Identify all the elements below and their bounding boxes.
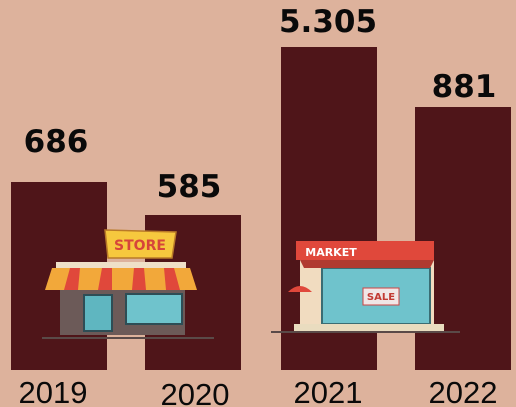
infographic: 686 585 5.305 881 2019 2020 2021 2022 ST… bbox=[0, 0, 516, 407]
value-label: 5.305 bbox=[279, 4, 377, 40]
year-label: 2021 bbox=[294, 375, 363, 407]
year-label: 2020 bbox=[161, 377, 230, 407]
sale-sign: SALE bbox=[367, 292, 395, 303]
market-sign: MARKET bbox=[305, 246, 357, 259]
value-label: 686 bbox=[24, 124, 89, 160]
value-label: 585 bbox=[157, 169, 222, 205]
value-label: 881 bbox=[432, 69, 497, 105]
year-label: 2019 bbox=[19, 375, 88, 407]
year-label: 2022 bbox=[429, 375, 498, 407]
store-sign: STORE bbox=[114, 238, 166, 254]
